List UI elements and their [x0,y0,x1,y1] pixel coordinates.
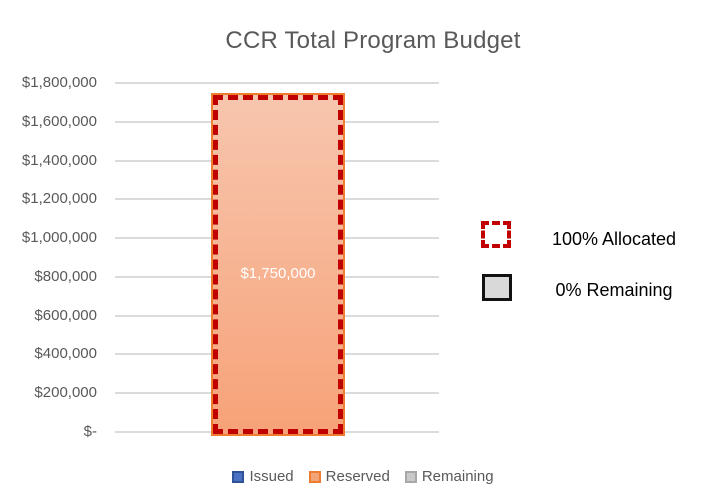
legend-label-issued: Issued [249,468,294,485]
legend-label-remaining: Remaining [421,468,494,485]
allocated-label: 100% Allocated [551,229,677,249]
y-tick-label: $1,400,000 [21,151,97,169]
y-tick-label: $1,600,000 [21,112,97,130]
y-tick-label: $1,000,000 [21,229,97,247]
legend-item-reserved[interactable]: Reserved [308,468,390,485]
issued-swatch-icon [232,470,245,483]
y-tick-label: $800,000 [34,267,97,285]
gridline [115,82,439,84]
legend-label-reserved: Reserved [325,468,390,485]
reserved-swatch-icon [308,470,321,483]
reserved-bar[interactable]: $1,750,000 [211,93,345,436]
series-legend: Issued Reserved Remaining [15,468,711,485]
allocated-dashed-swatch [481,221,511,248]
y-tick-label: $1,200,000 [21,190,97,208]
remaining-swatch-icon [404,470,417,483]
allocated-dashed-border [213,95,343,434]
chart-title: CCR Total Program Budget [225,27,521,54]
legend-item-issued[interactable]: Issued [232,468,294,485]
remaining-label: 0% Remaining [555,280,673,300]
y-tick-label: $- [83,423,97,440]
legend-item-remaining[interactable]: Remaining [404,468,494,485]
y-tick-label: $400,000 [34,345,97,363]
y-tick-label: $1,800,000 [21,74,97,91]
y-tick-label: $200,000 [34,384,97,402]
bar-data-label: $1,750,000 [240,265,316,282]
y-tick-label: $600,000 [34,306,97,324]
remaining-swatch [482,274,512,301]
